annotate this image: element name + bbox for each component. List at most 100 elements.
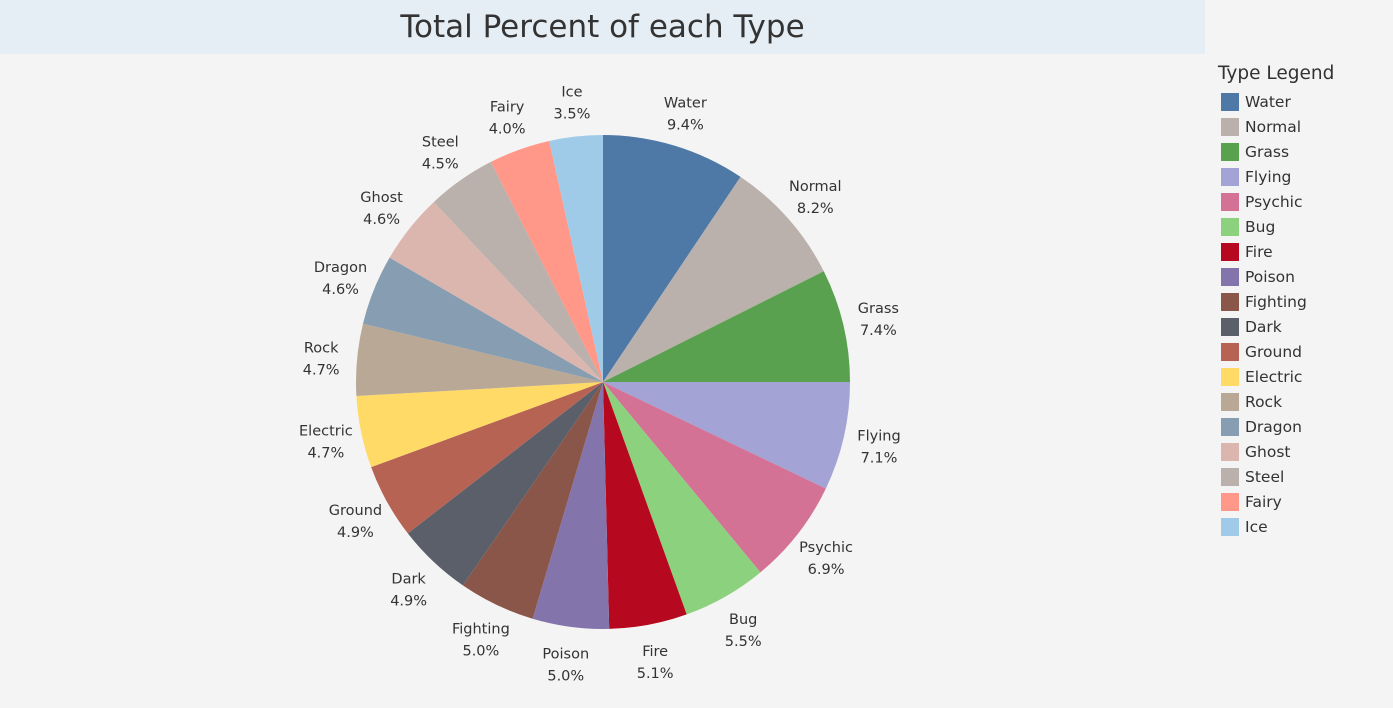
legend-label: Ghost [1245, 442, 1291, 461]
legend-label: Poison [1245, 267, 1295, 286]
legend-item-fighting[interactable]: Fighting [1218, 289, 1388, 314]
legend-swatch [1221, 292, 1239, 311]
pie-slice-ice[interactable] [549, 135, 603, 382]
legend-item-psychic[interactable]: Psychic [1218, 189, 1388, 214]
legend-item-water[interactable]: Water [1218, 89, 1388, 114]
legend-swatch [1221, 267, 1239, 286]
legend-label: Fire [1245, 242, 1273, 261]
pie-slice-ground[interactable] [371, 382, 603, 534]
legend-item-steel[interactable]: Steel [1218, 464, 1388, 489]
pie-slice-normal[interactable] [603, 176, 824, 382]
legend-label: Ice [1245, 517, 1268, 536]
legend-swatch [1221, 367, 1239, 386]
legend-swatch [1221, 92, 1239, 111]
slice-percent-normal: 8.2% [797, 201, 834, 217]
pie-slice-psychic[interactable] [603, 382, 826, 573]
slice-label-fighting: Fighting [452, 621, 510, 637]
legend-title: Type Legend [1218, 63, 1335, 84]
legend-item-fire[interactable]: Fire [1218, 239, 1388, 264]
legend-item-ghost[interactable]: Ghost [1218, 439, 1388, 464]
legend-swatch [1221, 317, 1239, 336]
slice-percent-psychic: 6.9% [808, 562, 845, 578]
legend-item-grass[interactable]: Grass [1218, 139, 1388, 164]
slice-label-normal: Normal [789, 179, 841, 195]
legend-label: Dragon [1245, 417, 1302, 436]
legend-swatch [1221, 217, 1239, 236]
slice-label-rock: Rock [304, 340, 339, 356]
legend-label: Flying [1245, 167, 1292, 186]
slice-label-steel: Steel [422, 134, 459, 150]
slice-label-dark: Dark [391, 572, 426, 588]
legend-item-normal[interactable]: Normal [1218, 114, 1388, 139]
slice-label-poison: Poison [542, 647, 589, 663]
legend-item-dragon[interactable]: Dragon [1218, 414, 1388, 439]
slice-percent-water: 9.4% [667, 117, 704, 133]
slice-label-grass: Grass [858, 301, 899, 317]
slice-percent-steel: 4.5% [422, 156, 459, 172]
legend: Type Legend Water Normal Grass Flying Psychi… [1218, 62, 1388, 539]
legend-label: Psychic [1245, 192, 1303, 211]
slice-percent-dragon: 4.6% [322, 282, 359, 298]
pie-slice-steel[interactable] [433, 161, 603, 382]
legend-swatch [1221, 117, 1239, 136]
pie-slice-dragon[interactable] [363, 257, 603, 382]
chart-title: Total Percent of each Type [400, 9, 805, 45]
legend-label: Ground [1245, 342, 1303, 361]
pie-slice-flying[interactable] [603, 382, 850, 489]
legend-label: Bug [1245, 217, 1276, 236]
slice-label-fire: Fire [642, 644, 668, 660]
legend-label: Fighting [1245, 292, 1307, 311]
slice-label-ground: Ground [329, 503, 382, 519]
legend-item-ice[interactable]: Ice [1218, 514, 1388, 539]
legend-item-ground[interactable]: Ground [1218, 339, 1388, 364]
slice-label-flying: Flying [857, 429, 900, 445]
legend-item-bug[interactable]: Bug [1218, 214, 1388, 239]
slice-percent-ground: 4.9% [337, 525, 374, 541]
slice-label-ghost: Ghost [360, 190, 403, 206]
legend-item-electric[interactable]: Electric [1218, 364, 1388, 389]
legend-item-poison[interactable]: Poison [1218, 264, 1388, 289]
slice-percent-bug: 5.5% [725, 634, 762, 650]
pie-slice-fighting[interactable] [462, 382, 603, 619]
pie-labels: Water 9.4% Normal 8.2% Grass 7.4% Flying 7.1% Ps… [299, 85, 901, 685]
pie-slice-poison[interactable] [532, 382, 610, 629]
slice-label-dragon: Dragon [314, 260, 367, 276]
slice-percent-rock: 4.7% [303, 362, 340, 378]
slice-percent-poison: 5.0% [547, 669, 584, 685]
pie-slice-fairy[interactable] [490, 140, 603, 382]
slice-label-water: Water [664, 95, 707, 111]
pie-slice-bug[interactable] [603, 382, 761, 615]
legend-swatch [1221, 492, 1239, 511]
legend-label: Fairy [1245, 492, 1282, 511]
slice-percent-fairy: 4.0% [489, 122, 526, 138]
legend-item-dark[interactable]: Dark [1218, 314, 1388, 339]
legend-item-flying[interactable]: Flying [1218, 164, 1388, 189]
pie-slice-grass[interactable] [603, 271, 850, 382]
pie-chart: Water 9.4% Normal 8.2% Grass 7.4% Flying 7.1% Ps… [299, 85, 901, 685]
legend-label: Rock [1245, 392, 1283, 411]
slice-percent-fighting: 5.0% [462, 643, 499, 659]
legend-item-rock[interactable]: Rock [1218, 389, 1388, 414]
pie-slice-fire[interactable] [603, 382, 687, 629]
legend-swatch [1221, 192, 1239, 211]
slice-percent-electric: 4.7% [307, 445, 344, 461]
pie-slice-electric[interactable] [356, 382, 603, 468]
legend-label: Grass [1245, 142, 1290, 161]
legend-swatch [1221, 167, 1239, 186]
pie-slice-dark[interactable] [407, 382, 603, 586]
legend-items: Water Normal Grass Flying Psychic Bug Fire Pois… [1218, 89, 1388, 539]
legend-swatch [1221, 392, 1239, 411]
legend-label: Normal [1245, 117, 1302, 136]
legend-label: Steel [1245, 467, 1285, 486]
pie-slice-rock[interactable] [356, 323, 603, 396]
legend-item-fairy[interactable]: Fairy [1218, 489, 1388, 514]
slice-label-ice: Ice [561, 85, 582, 101]
slice-percent-grass: 7.4% [860, 323, 897, 339]
pie-slice-water[interactable] [603, 135, 741, 382]
legend-swatch [1221, 142, 1239, 161]
title-bar [0, 0, 1205, 54]
legend-swatch [1221, 242, 1239, 261]
slice-label-electric: Electric [299, 423, 353, 439]
pie-slice-ghost[interactable] [389, 201, 603, 382]
legend-swatch [1221, 467, 1239, 486]
